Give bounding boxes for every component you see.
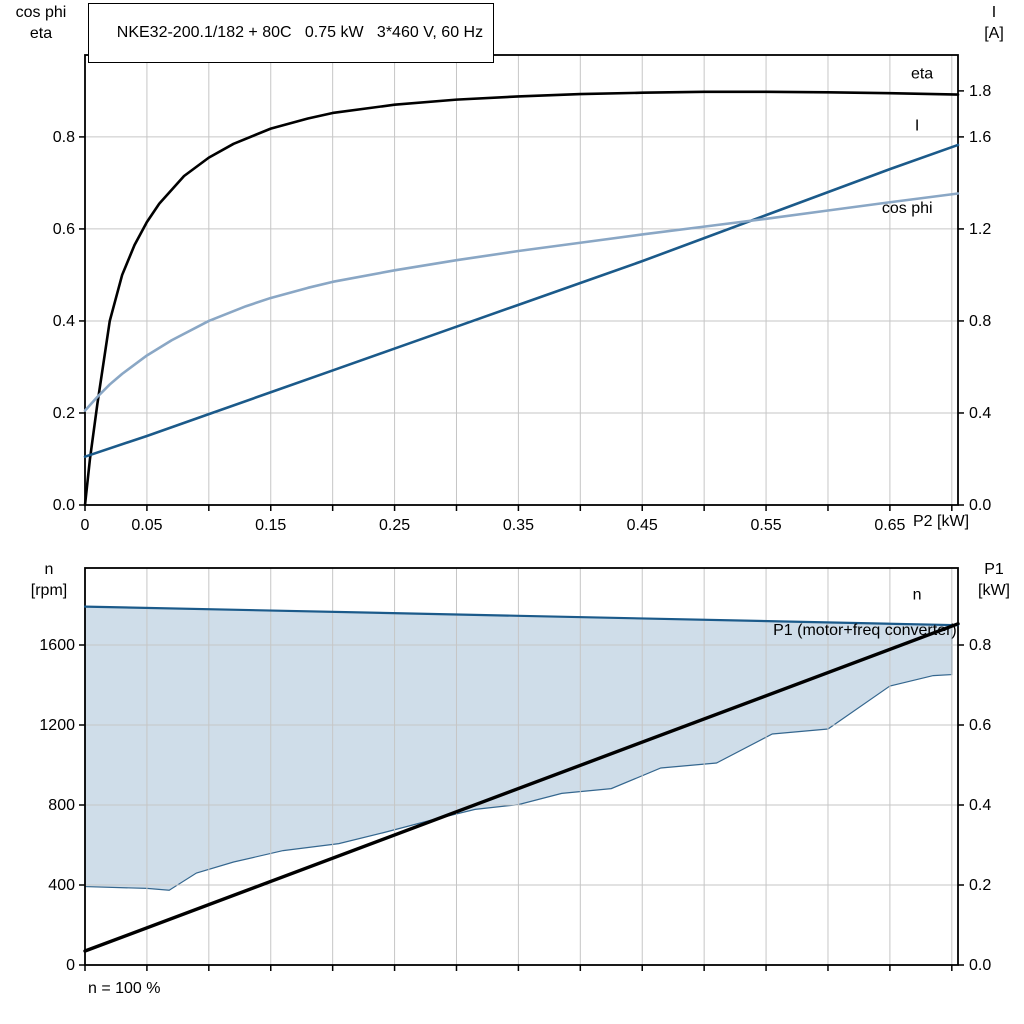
series-label-eta: eta <box>911 65 933 82</box>
x-tick-label: 0 <box>81 517 90 534</box>
right-tick-label: 0.6 <box>969 717 991 734</box>
axis-title-bottom-left: n [rpm] <box>16 560 82 602</box>
x-tick-label: 0.45 <box>627 517 658 534</box>
right-tick-label: 1.8 <box>969 83 991 100</box>
right-tick-label: 0.0 <box>969 497 991 514</box>
series-eta <box>83 90 960 507</box>
chart-0: 0.0 0.2 0.4 0.6 0.8 0.0 0.4 0.8 1.2 1.6 1.8 0 0.05 0.… <box>53 54 991 534</box>
axis-title-power: P1 <box>984 561 1004 578</box>
right-tick-label: 0.4 <box>969 405 991 422</box>
plot-frame <box>84 54 959 506</box>
plot-frame <box>84 567 959 966</box>
axis-title-top-right: I [A] <box>968 3 1020 45</box>
series-label-cos-phi: cos phi <box>882 200 933 217</box>
series-label-P1-motor-freq-converter-: P1 (motor+freq converter) <box>773 622 957 639</box>
gridlines <box>85 55 958 505</box>
chart-1: 0 400 800 1200 1600 0.0 0.2 0.4 0.6 0.8 n P1 (motor… <box>39 567 991 974</box>
left-tick-label: 0.2 <box>53 405 75 422</box>
right-tick-label: 0.4 <box>969 797 991 814</box>
right-tick-label: 0.2 <box>969 877 991 894</box>
chart-title: NKE32-200.1/182 + 80C 0.75 kW 3*460 V, 6… <box>116 24 484 41</box>
tick-marks <box>79 90 964 511</box>
axis-title-top-left: cos phi eta <box>4 3 78 45</box>
title-box: NKE32-200.1/182 + 80C 0.75 kW 3*460 V, 6… <box>88 3 495 63</box>
series-P1-motor-freq-converter- <box>83 622 960 953</box>
tick-marks <box>79 644 964 971</box>
x-tick-label: 0.35 <box>503 517 534 534</box>
axis-title-eta: eta <box>29 24 53 42</box>
axis-title-current-unit: [A] <box>984 24 1004 42</box>
left-tick-label: 1200 <box>39 717 75 734</box>
right-tick-label: 0.0 <box>969 957 991 974</box>
axis-title-cos-phi: cos phi <box>15 4 67 21</box>
right-tick-label: 0.8 <box>969 637 991 654</box>
left-tick-label: 0.6 <box>53 221 75 238</box>
series-n <box>83 605 960 627</box>
axis-title-power-unit: [kW] <box>978 581 1010 599</box>
right-tick-label: 1.2 <box>969 221 991 238</box>
right-tick-label: 0.8 <box>969 313 991 330</box>
axis-title-speed-unit: [rpm] <box>30 581 68 599</box>
left-tick-label: 0.0 <box>53 497 75 514</box>
axis-title-current: I <box>991 4 997 21</box>
right-tick-label: 1.6 <box>969 129 991 146</box>
x-tick-label: 0.05 <box>131 517 162 534</box>
x-tick-label: 0.55 <box>750 517 781 534</box>
speed-annotation: n = 100 % <box>88 980 161 997</box>
x-axis-label: P2 [kW] <box>913 513 970 530</box>
x-tick-label: 0.15 <box>255 517 286 534</box>
x-tick-label: 0.25 <box>379 517 410 534</box>
left-tick-label: 0 <box>66 957 75 974</box>
x-tick-label: 0.65 <box>874 517 905 534</box>
left-tick-label: 0.8 <box>53 129 75 146</box>
axis-title-speed: n <box>44 561 54 578</box>
left-tick-label: 800 <box>48 797 75 814</box>
series-cos-phi <box>83 192 960 412</box>
series-I <box>83 143 960 458</box>
series-label-n: n <box>913 587 922 604</box>
left-tick-label: 1600 <box>39 637 75 654</box>
gridlines <box>85 568 958 965</box>
series-label-I: I <box>915 117 919 134</box>
left-tick-label: 0.4 <box>53 313 75 330</box>
axis-title-bottom-right: P1 [kW] <box>966 560 1022 602</box>
left-tick-label: 400 <box>48 877 75 894</box>
